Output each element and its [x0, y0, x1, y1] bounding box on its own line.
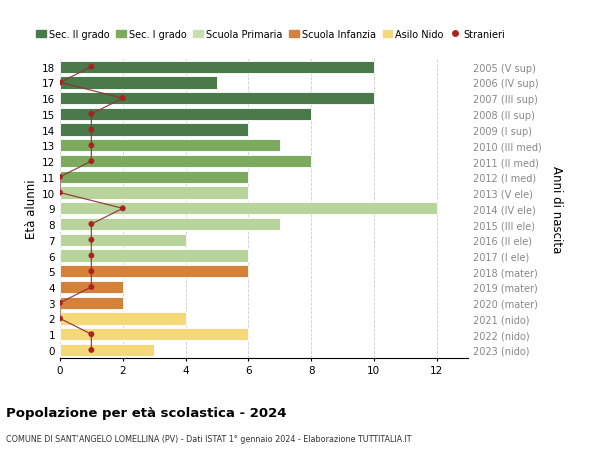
Point [86, 221, 96, 228]
Bar [60, 313, 185, 325]
Point [55, 299, 65, 307]
Point [86, 142, 96, 150]
Bar [60, 281, 123, 293]
Bar [60, 265, 248, 278]
Point [55, 174, 65, 181]
Bar [60, 93, 374, 105]
Y-axis label: Anni di nascita: Anni di nascita [550, 165, 563, 252]
Bar [60, 124, 248, 136]
Point [86, 236, 96, 244]
Bar [60, 62, 374, 73]
Bar [60, 156, 311, 168]
Point [86, 331, 96, 338]
Bar [60, 297, 123, 309]
Bar [60, 77, 217, 90]
Point [86, 347, 96, 354]
Point [55, 190, 65, 197]
Bar [60, 328, 248, 341]
Point [55, 79, 65, 87]
Point [55, 315, 65, 322]
Point [86, 158, 96, 165]
Bar [60, 344, 154, 356]
Bar [60, 203, 437, 215]
Point [86, 268, 96, 275]
Bar [60, 108, 311, 121]
Bar [60, 218, 280, 231]
Point [86, 284, 96, 291]
Text: Popolazione per età scolastica - 2024: Popolazione per età scolastica - 2024 [6, 406, 287, 419]
Bar [60, 171, 248, 184]
Bar [60, 250, 248, 262]
Text: COMUNE DI SANT’ANGELO LOMELLINA (PV) - Dati ISTAT 1° gennaio 2024 - Elaborazione: COMUNE DI SANT’ANGELO LOMELLINA (PV) - D… [6, 434, 412, 443]
Point [118, 95, 128, 103]
Point [118, 205, 128, 213]
Legend: Sec. II grado, Sec. I grado, Scuola Primaria, Scuola Infanzia, Asilo Nido, Stran: Sec. II grado, Sec. I grado, Scuola Prim… [32, 26, 509, 44]
Y-axis label: Età alunni: Età alunni [25, 179, 38, 239]
Point [86, 64, 96, 71]
Bar [60, 140, 280, 152]
Bar [60, 187, 248, 199]
Point [86, 111, 96, 118]
Point [86, 252, 96, 260]
Bar [60, 234, 185, 246]
Point [86, 127, 96, 134]
